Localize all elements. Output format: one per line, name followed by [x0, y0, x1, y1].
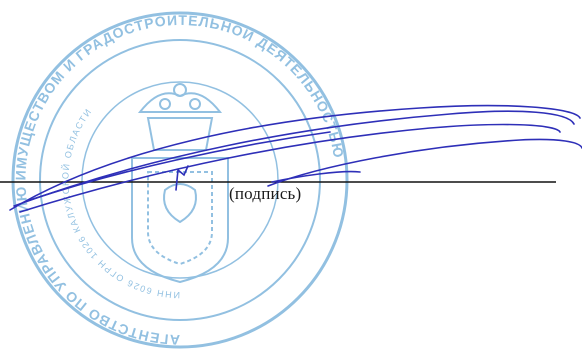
- stamp-outer-circle: [11, 11, 349, 349]
- crown-icon: [137, 83, 223, 151]
- official-stamp: АГЕНТСТВО ПО УПРАВЛЕНИЮ ИМУЩЕСТВОМ И ГРА…: [11, 11, 349, 349]
- coat-of-arms-shield-icon: [131, 157, 229, 284]
- handwritten-signature: [9, 104, 582, 213]
- stamp-middle-circle: [39, 39, 321, 321]
- stamp-inner-text: ИНН 6026 ОГРН 1026 КАЛУЖСКОЙ ОБЛАСТИ: [60, 106, 180, 300]
- signature-caption: (подпись): [229, 184, 302, 203]
